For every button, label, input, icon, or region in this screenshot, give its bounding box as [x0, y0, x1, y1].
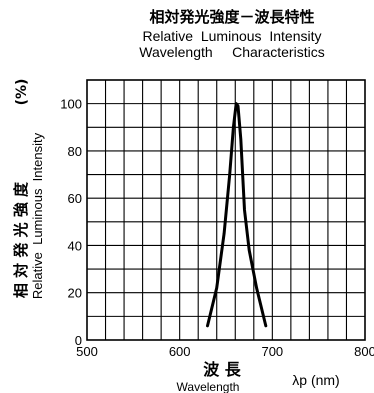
- y-axis-label-jp: 相 対 発 光 強 度: [12, 181, 30, 298]
- y-tick-label: 40: [68, 238, 82, 253]
- y-tick-labels: 0 20 40 60 80 100: [60, 97, 82, 348]
- y-tick-label: 80: [68, 144, 82, 159]
- x-axis-label-en: Wavelength: [177, 380, 240, 393]
- x-tick-label: 800: [354, 344, 374, 359]
- plot-frame: [86, 79, 366, 341]
- y-axis-label-en: Relative Luminous Intensity: [30, 132, 45, 299]
- grid-vertical: [104, 80, 348, 340]
- x-axis-label-jp: 波 長: [203, 360, 242, 379]
- chart-title-en-line2: Wavelength Characteristics: [139, 44, 324, 60]
- plot-area: [86, 79, 366, 341]
- y-tick-label: 60: [68, 191, 82, 206]
- x-tick-labels: 500 600 700 800: [76, 344, 374, 359]
- grid-horizontal: [87, 103, 365, 317]
- y-tick-label: 20: [68, 286, 82, 301]
- x-tick-label: 500: [76, 344, 98, 359]
- x-axis-unit: λp (nm): [292, 372, 339, 388]
- y-axis-unit: (%): [14, 79, 30, 106]
- y-tick-label: 100: [60, 97, 82, 112]
- chart-title-en-line1: Relative Luminous Intensity: [143, 28, 322, 44]
- x-tick-label: 700: [261, 344, 283, 359]
- series-line: [206, 102, 268, 328]
- y-tick-label: 0: [75, 333, 82, 348]
- x-tick-label: 600: [169, 344, 191, 359]
- chart-title-jp: 相対発光強度－波長特性: [149, 8, 314, 26]
